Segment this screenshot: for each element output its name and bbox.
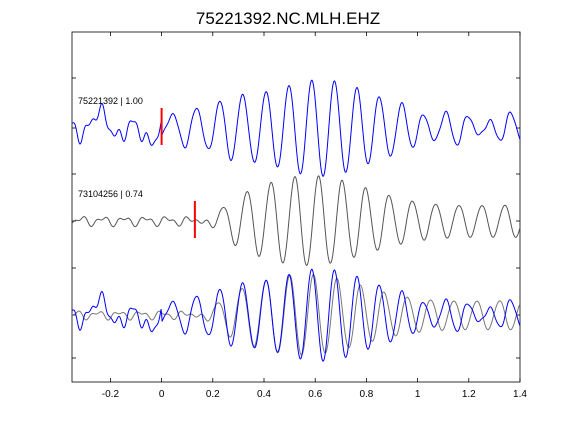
waveform-trace-75221392: [71, 268, 521, 362]
x-tick-label: 0: [159, 389, 165, 400]
plot-frame: [71, 31, 521, 383]
x-tick-label: 0.6: [308, 389, 322, 400]
waveform-trace-75221392: [71, 79, 521, 177]
x-tick-label: 0.4: [257, 389, 271, 400]
trace-area: 75221392 | 1.00 73104256 | 0.74: [71, 79, 521, 362]
waveform-trace-73104256: [71, 273, 521, 356]
x-tick-label: -0.2: [102, 389, 120, 400]
waveform-trace-73104256: [71, 175, 521, 266]
x-tick-label: 0.8: [359, 389, 373, 400]
trace-label: 73104256 | 0.74: [78, 189, 143, 199]
x-tick-label: 1: [415, 389, 421, 400]
trace-label: 75221392 | 1.00: [78, 96, 143, 106]
x-axis-ticks: -0.2 0 0.2 0.4 0.6 0.8 1 1.2 1.4: [102, 32, 527, 400]
x-tick-label: 1.2: [462, 389, 476, 400]
x-tick-label: 1.4: [513, 389, 527, 400]
chart-title: 75221392.NC.MLH.EHZ: [196, 9, 380, 28]
x-tick-label: 0.2: [206, 389, 220, 400]
